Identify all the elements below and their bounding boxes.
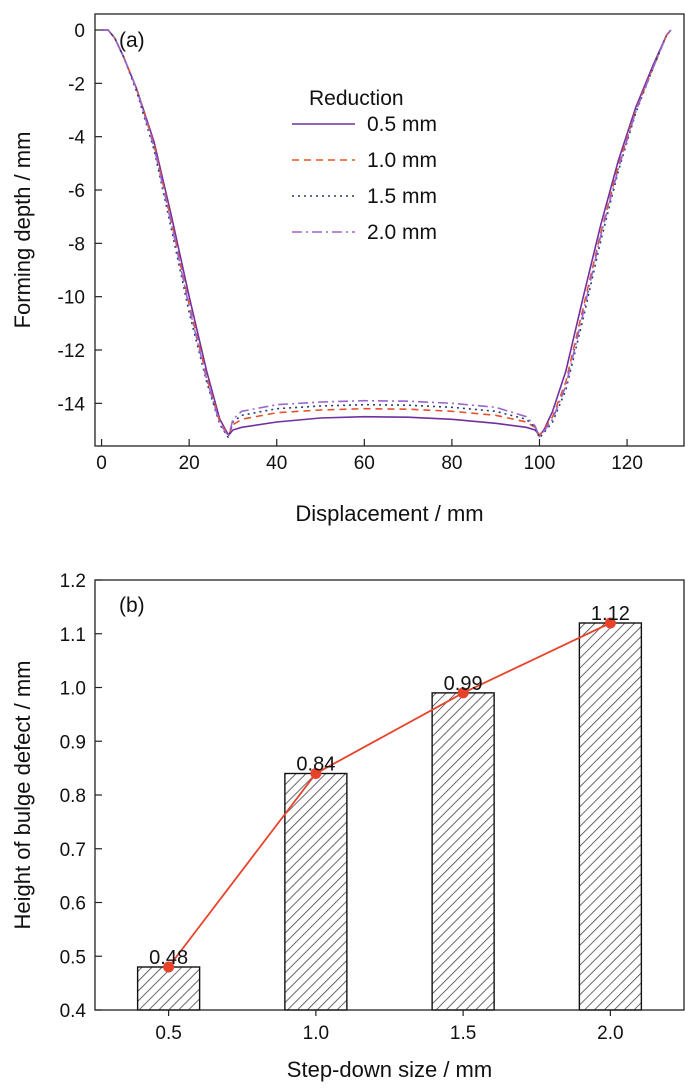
legend-entry-label: 0.5 mm [367,113,437,136]
chart-b-y-axis-label: Height of bulge defect / mm [10,660,35,929]
chart-b-panel-label: (b) [119,594,145,617]
y-tick-label: 0.4 [60,1001,87,1022]
legend-entry-label: 2.0 mm [367,221,437,244]
x-tick-label: 1.0 [303,1023,329,1044]
y-tick-label: 0.9 [60,732,86,753]
chart-a-panel-label: (a) [119,29,145,52]
chart-b-x-axis-label: Step-down size / mm [287,1057,492,1082]
series-line-0-5-mm [101,29,672,437]
data-point-0.5 [163,961,175,973]
data-label-1.5: 0.99 [444,673,483,695]
data-point-2.0 [604,617,616,629]
y-tick-label: -4 [68,128,85,149]
y-tick-label: 1.2 [60,571,86,592]
bar-2.0 [578,622,643,1011]
series-line-2-0-mm [101,29,672,438]
y-tick-label: 0.6 [60,894,86,915]
data-point-1.5 [457,687,469,699]
x-tick-label: 100 [524,453,556,474]
x-tick-label: 40 [266,453,287,474]
trend-line [167,622,611,968]
y-tick-label: 1.0 [60,679,86,700]
bar-1.5 [431,692,495,1011]
y-tick-label: -10 [58,288,85,309]
x-tick-label: 0.5 [155,1023,181,1044]
chart-a: 0 20 40 60 80 100 120 0 -2 -4 -6 -8 -10 -12 -14 (a) D… [10,13,685,526]
data-label-1.0: 0.84 [296,754,335,776]
chart-b: 0.5 1.0 1.5 2.0 0.4 0.5 0.6 0.7 0.8 0.9 1.0 1.1 1.2… [10,571,685,1082]
x-tick-label: 0 [96,453,107,474]
x-tick-label: 120 [611,453,643,474]
y-tick-label: -8 [68,234,85,255]
x-tick-label: 20 [179,453,200,474]
y-tick-label: -14 [58,394,86,415]
legend-entry-label: 1.0 mm [367,149,437,172]
chart-a-legend: Reduction 0.5 mm 1.0 mm 1.5 mm 2.0 mm [292,87,437,244]
legend-title: Reduction [309,87,404,110]
x-tick-label: 60 [354,453,375,474]
y-tick-label: 0.5 [60,947,86,968]
data-label-2.0: 1.12 [591,603,630,625]
bar-1.0 [284,772,348,1011]
y-tick-label: 1.1 [60,625,86,646]
chart-a-plot-frame [94,13,685,447]
y-tick-label: -2 [68,74,85,95]
y-tick-label: 0.7 [60,840,86,861]
y-tick-label: -12 [58,341,85,362]
y-tick-label: -6 [68,181,85,202]
y-tick-label: 0 [74,21,85,42]
data-label-0.5: 0.48 [149,947,188,969]
x-tick-label: 80 [441,453,462,474]
x-tick-label: 2.0 [597,1023,623,1044]
legend-entry-label: 1.5 mm [367,185,437,208]
chart-a-y-axis-label: Forming depth / mm [10,132,35,329]
chart-a-x-axis-label: Displacement / mm [295,501,483,526]
series-line-1-5-mm [101,29,672,439]
y-tick-label: 0.8 [60,786,86,807]
data-point-1.0 [310,768,322,779]
x-tick-label: 1.5 [450,1023,476,1044]
bar-0.5 [136,966,201,1011]
